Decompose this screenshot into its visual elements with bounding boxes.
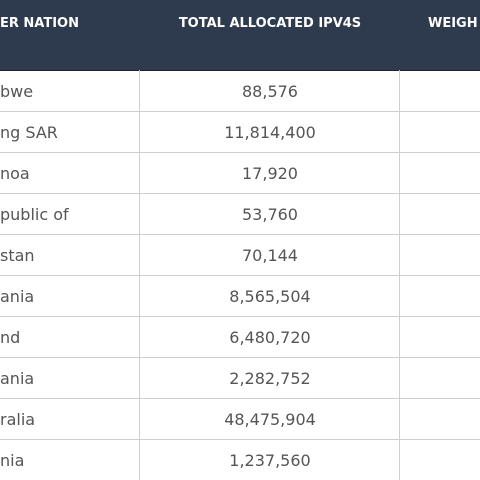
- table-row: ania 8,565,504: [0, 276, 480, 317]
- ipv4-cell: 88,576: [242, 82, 298, 101]
- ipv4-cell: 70,144: [242, 246, 298, 265]
- nation-cell: ania: [0, 287, 35, 306]
- nation-cell: stan: [0, 246, 35, 265]
- nation-cell: public of: [0, 205, 69, 224]
- table-row: bwe 88,576: [0, 71, 480, 112]
- ipv4-cell: 11,814,400: [224, 123, 316, 142]
- ipv4-cell: 17,920: [242, 164, 298, 183]
- ipv4-cell: 1,237,560: [229, 451, 311, 470]
- table-row: ng SAR 11,814,400: [0, 112, 480, 153]
- ipv4-cell: 53,760: [242, 205, 298, 224]
- table-row: nd 6,480,720: [0, 317, 480, 358]
- header-cell: ER NATION: [0, 16, 79, 31]
- ipv4-cell: 48,475,904: [224, 410, 316, 429]
- nation-cell: ania: [0, 369, 35, 388]
- ipv4-cell: 6,480,720: [229, 328, 311, 347]
- table-row: nia 1,237,560: [0, 440, 480, 480]
- ipv4-cell: 8,565,504: [229, 287, 311, 306]
- nation-cell: noa: [0, 164, 30, 183]
- ipv4-cell: 2,282,752: [229, 369, 311, 388]
- column-divider: [399, 70, 400, 480]
- table-row: public of 53,760: [0, 194, 480, 235]
- header-cell: WEIGH: [428, 16, 478, 31]
- header-cell: TOTAL ALLOCATED IPV4S: [178, 16, 362, 31]
- nation-cell: nd: [0, 328, 21, 347]
- nation-cell: bwe: [0, 82, 34, 101]
- table-row: ania 2,282,752: [0, 358, 480, 399]
- table-row: noa 17,920: [0, 153, 480, 194]
- column-divider: [139, 70, 140, 480]
- table-row: stan 70,144: [0, 235, 480, 276]
- nation-cell: ralia: [0, 410, 36, 429]
- table-row: ralia 48,475,904: [0, 399, 480, 440]
- nation-cell: nia: [0, 451, 25, 470]
- nation-cell: ng SAR: [0, 123, 58, 142]
- table-header: ER NATION TOTAL ALLOCATED IPV4S WEIGH: [0, 0, 480, 71]
